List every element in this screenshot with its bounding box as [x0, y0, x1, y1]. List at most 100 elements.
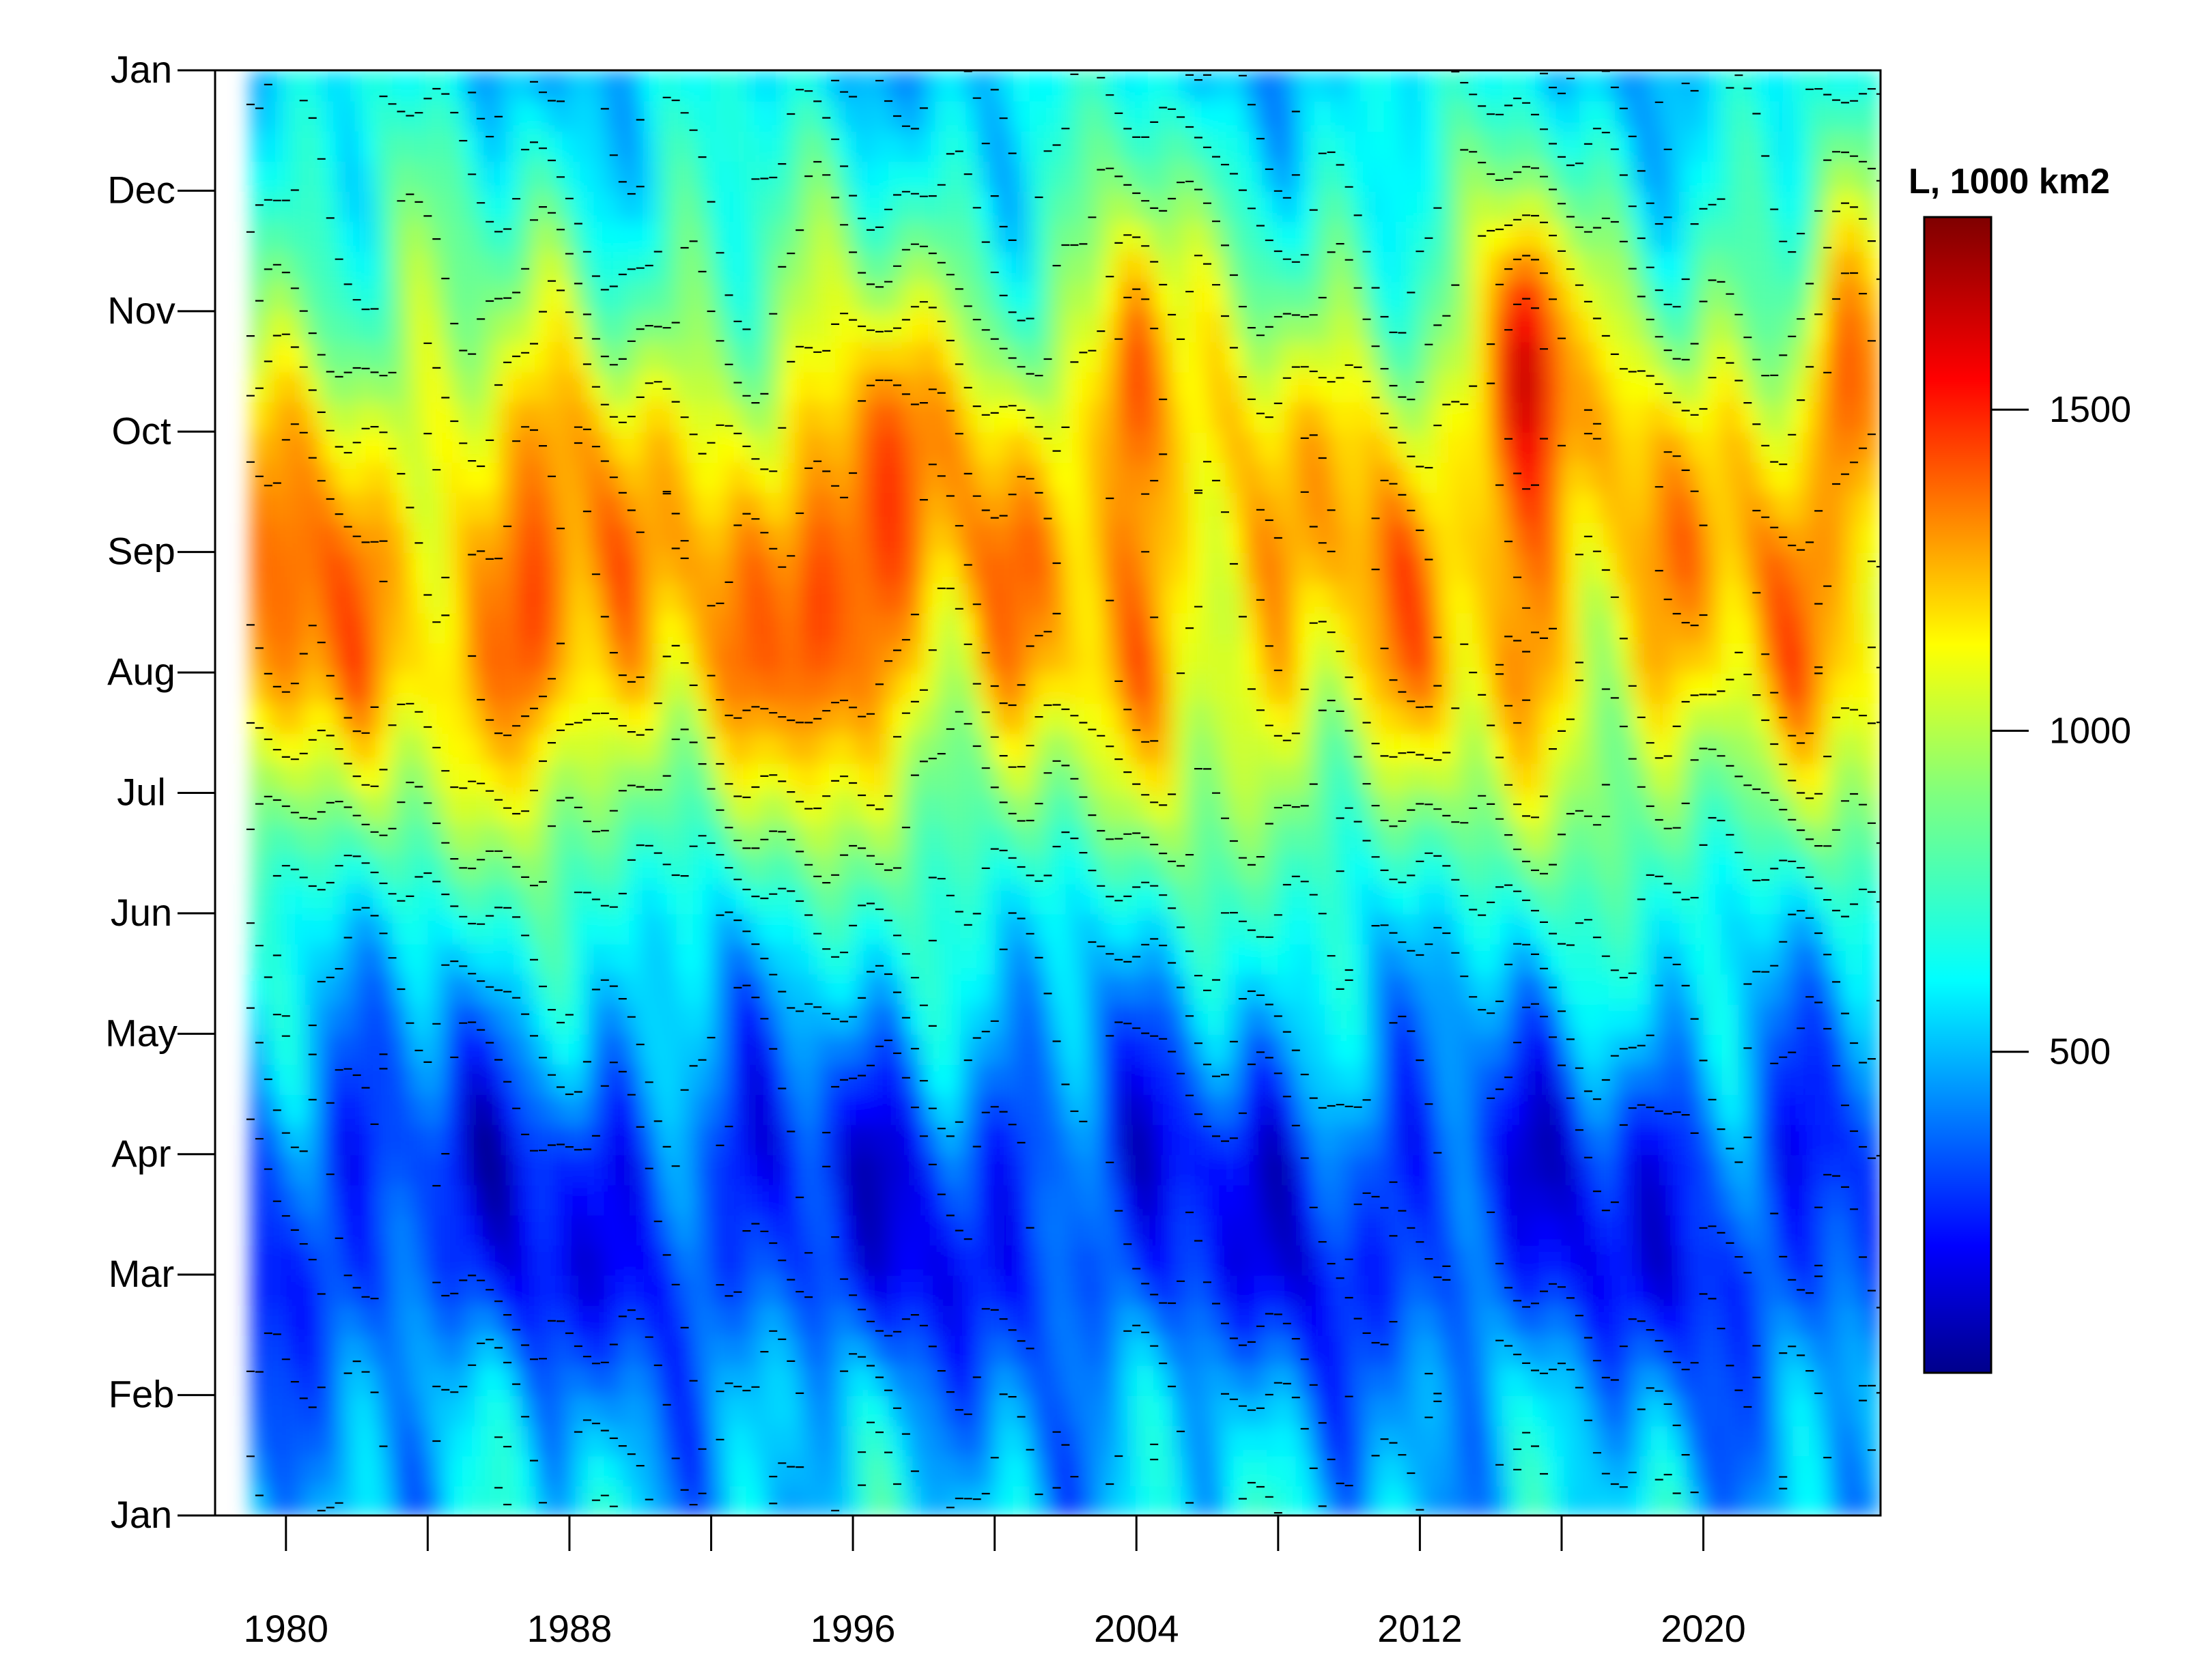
heatmap-cell — [1650, 1485, 1670, 1515]
heatmap-cell — [1579, 70, 1599, 102]
heatmap-cell — [1667, 1335, 1687, 1366]
heatmap-cell — [1349, 1275, 1368, 1306]
heatmap-cell — [1845, 1275, 1864, 1306]
heatmap-cell — [959, 1244, 979, 1276]
heatmap-cell — [1190, 492, 1209, 524]
heatmap-cell — [959, 1275, 979, 1306]
heatmap-cell — [392, 251, 411, 283]
heatmap-cell — [569, 160, 589, 192]
heatmap-cell — [569, 763, 589, 794]
heatmap-cell — [1083, 281, 1102, 313]
heatmap-cell — [923, 642, 943, 674]
heatmap-cell — [1526, 943, 1545, 975]
heatmap-cell — [250, 341, 270, 373]
heatmap-cell — [1278, 823, 1297, 855]
heatmap-cell — [1614, 70, 1634, 102]
heatmap-cell — [374, 492, 393, 524]
heatmap-cell — [374, 160, 393, 192]
heatmap-cell — [1207, 1003, 1226, 1035]
heatmap-cell — [1721, 913, 1740, 945]
heatmap-cell — [569, 973, 589, 1005]
heatmap-cell — [1154, 823, 1173, 855]
heatmap-cell — [1473, 582, 1492, 614]
heatmap-cell — [1207, 1154, 1226, 1186]
heatmap-cell — [1260, 612, 1280, 644]
heatmap-cell — [994, 220, 1014, 253]
heatmap-cell — [923, 100, 943, 132]
heatmap-cell — [800, 100, 819, 132]
heatmap-cell — [321, 913, 341, 945]
heatmap-cell — [1101, 1154, 1120, 1186]
heatmap-cell — [622, 1094, 642, 1126]
heatmap-cell — [835, 1335, 854, 1366]
heatmap-cell — [1402, 522, 1421, 554]
heatmap-cell — [1650, 883, 1670, 915]
heatmap-cell — [1083, 1184, 1102, 1216]
heatmap-cell — [764, 1395, 783, 1427]
heatmap-cell — [1118, 1335, 1138, 1366]
heatmap-cell — [321, 1305, 341, 1336]
heatmap-cell — [552, 642, 571, 674]
heatmap-cell — [835, 1214, 854, 1246]
heatmap-cell — [871, 341, 890, 373]
heatmap-cell — [1295, 1335, 1315, 1366]
heatmap-cell — [994, 70, 1014, 102]
heatmap-cell — [994, 1335, 1014, 1366]
heatmap-cell — [1810, 1244, 1829, 1276]
heatmap-cell — [1172, 973, 1191, 1005]
heatmap-cell — [321, 281, 341, 313]
heatmap-cell — [1810, 341, 1829, 373]
heatmap-cell — [392, 732, 411, 764]
heatmap-cell — [1012, 1034, 1031, 1065]
heatmap-cell — [853, 1395, 872, 1427]
heatmap-cell — [1225, 1455, 1244, 1487]
heatmap-cell — [1349, 1094, 1368, 1126]
heatmap-cell — [1012, 341, 1031, 373]
heatmap-cell — [1455, 70, 1474, 102]
heatmap-cell — [1083, 552, 1102, 584]
heatmap-cell — [1207, 883, 1226, 915]
heatmap-cell — [746, 251, 765, 283]
heatmap-cell — [640, 702, 660, 734]
heatmap-cell — [1172, 552, 1191, 584]
heatmap-cell — [1685, 1034, 1704, 1065]
heatmap-cell — [888, 130, 907, 162]
heatmap-cell — [374, 431, 393, 463]
heatmap-cell — [800, 642, 819, 674]
heatmap-cell — [959, 281, 979, 313]
heatmap-cell — [1154, 70, 1173, 102]
heatmap-cell — [1703, 552, 1722, 584]
x-axis: 1980 1988 1996 2004 2012 2020 — [243, 1515, 1746, 1650]
heatmap-cell — [1756, 582, 1775, 614]
heatmap-cell — [1738, 823, 1758, 855]
heatmap-cell — [587, 1395, 606, 1427]
heatmap-cell — [976, 582, 996, 614]
heatmap-cell — [1667, 220, 1687, 253]
heatmap-cell — [410, 281, 429, 313]
heatmap-cell — [1792, 401, 1811, 433]
heatmap-cell — [303, 1425, 323, 1457]
heatmap-cell — [1083, 1275, 1102, 1306]
heatmap-cell — [729, 672, 748, 704]
heatmap-cell — [782, 1064, 801, 1095]
heatmap-cell — [569, 341, 589, 373]
heatmap-cell — [1473, 70, 1492, 102]
heatmap-cell — [427, 461, 447, 493]
heatmap-cell — [498, 251, 518, 283]
heatmap-cell — [339, 763, 358, 794]
heatmap-cell — [604, 160, 624, 192]
heatmap-cell — [1738, 1064, 1758, 1095]
heatmap-cell — [1313, 1244, 1333, 1276]
heatmap-cell — [1190, 672, 1209, 704]
heatmap-cell — [1437, 70, 1456, 102]
heatmap-cell — [1047, 672, 1067, 704]
heatmap-cell — [675, 190, 694, 222]
heatmap-cell — [941, 160, 961, 192]
heatmap-cell — [1366, 1305, 1385, 1336]
heatmap-cell — [658, 1184, 677, 1216]
heatmap-cell — [587, 190, 606, 222]
heatmap-cell — [1632, 220, 1652, 253]
heatmap-cell — [1030, 190, 1049, 222]
heatmap-cell — [1207, 220, 1226, 253]
heatmap-cell — [888, 1275, 907, 1306]
